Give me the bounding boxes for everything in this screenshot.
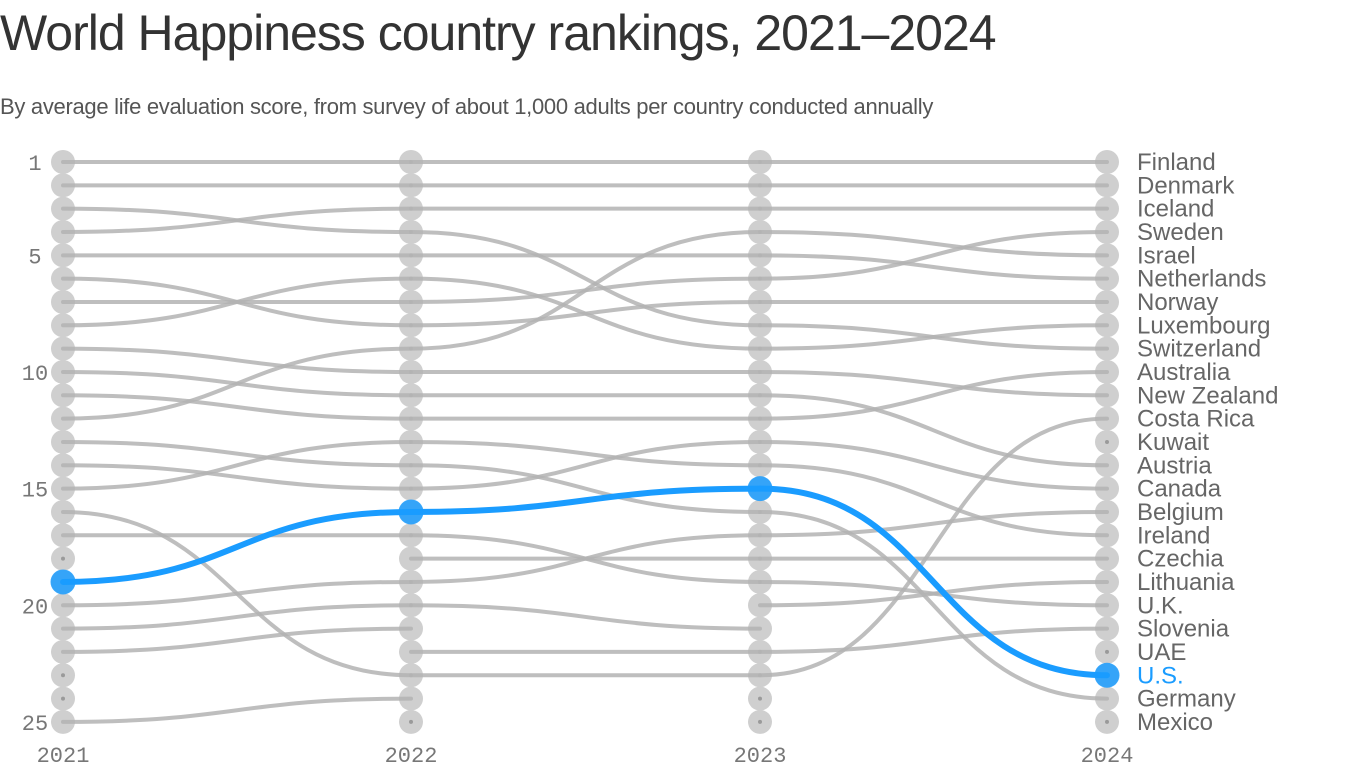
rank-lines bbox=[61, 159, 1109, 724]
rank-line bbox=[409, 299, 762, 328]
country-label: Costa Rica bbox=[1137, 406, 1255, 433]
rank-line bbox=[61, 603, 413, 631]
rank-line bbox=[409, 439, 762, 491]
country-label: New Zealand bbox=[1137, 382, 1278, 409]
country-label: Ireland bbox=[1137, 522, 1210, 549]
rank-line bbox=[61, 696, 413, 724]
rank-line bbox=[61, 439, 413, 468]
country-label: Germany bbox=[1137, 686, 1236, 713]
x-tick-label: 2022 bbox=[385, 744, 438, 768]
country-label: Lithuania bbox=[1137, 569, 1235, 596]
x-tick-label: 2021 bbox=[37, 744, 90, 768]
empty-dot-center bbox=[1105, 649, 1109, 654]
rank-line bbox=[758, 369, 1109, 421]
empty-dot-center bbox=[409, 719, 413, 724]
country-label: Switzerland bbox=[1137, 336, 1261, 363]
empty-dot-center bbox=[61, 556, 65, 561]
x-axis-ticks: 2021 2022 2023 2024 bbox=[37, 744, 1134, 768]
y-tick-label: 20 bbox=[22, 595, 48, 620]
rank-line bbox=[758, 369, 1109, 398]
rank-line bbox=[409, 603, 762, 631]
y-tick-label: 5 bbox=[28, 245, 41, 270]
country-label: Sweden bbox=[1137, 219, 1224, 246]
rank-line bbox=[409, 463, 762, 514]
rank-line bbox=[758, 323, 1109, 351]
us-dot bbox=[50, 569, 76, 595]
country-label: Finland bbox=[1137, 149, 1216, 176]
rank-line bbox=[61, 439, 413, 491]
rank-line bbox=[61, 579, 413, 608]
chart-title: World Happiness country rankings, 2021–2… bbox=[0, 5, 997, 61]
rank-line bbox=[409, 533, 762, 584]
country-label: Luxembourg bbox=[1137, 312, 1270, 339]
country-label: U.K. bbox=[1137, 592, 1184, 619]
rank-line bbox=[758, 253, 1109, 281]
empty-dot-center bbox=[61, 673, 65, 678]
country-label: Slovenia bbox=[1137, 616, 1230, 643]
rank-line bbox=[61, 346, 413, 374]
rank-line bbox=[61, 346, 413, 421]
country-label: Israel bbox=[1137, 242, 1196, 269]
country-label: Australia bbox=[1137, 359, 1231, 386]
y-tick-label: 15 bbox=[22, 479, 48, 504]
rank-line bbox=[409, 229, 762, 328]
rank-line bbox=[758, 509, 1109, 538]
empty-dot-center bbox=[1105, 439, 1109, 444]
country-label: Mexico bbox=[1137, 709, 1213, 736]
rank-line bbox=[758, 416, 1109, 678]
country-label: Belgium bbox=[1137, 499, 1224, 526]
us-line-segment bbox=[408, 485, 763, 515]
empty-dot-center bbox=[758, 719, 762, 724]
us-line-segment bbox=[60, 508, 414, 585]
rank-line bbox=[758, 393, 1109, 468]
rank-line bbox=[409, 439, 762, 468]
rank-line bbox=[61, 206, 413, 234]
rank-line bbox=[409, 229, 762, 351]
y-tick-label: 10 bbox=[22, 362, 48, 387]
us-highlight-line bbox=[50, 476, 1120, 688]
country-label: Kuwait bbox=[1137, 429, 1209, 456]
rank-line bbox=[758, 229, 1109, 281]
x-tick-label: 2023 bbox=[734, 744, 787, 768]
country-label: Iceland bbox=[1137, 196, 1214, 223]
country-label: Canada bbox=[1137, 476, 1222, 503]
country-label: U.S. bbox=[1137, 662, 1184, 689]
country-label: Norway bbox=[1137, 289, 1218, 316]
rank-line bbox=[758, 439, 1109, 491]
us-dot bbox=[1094, 662, 1120, 688]
empty-dot-center bbox=[61, 696, 65, 701]
rank-line bbox=[758, 509, 1109, 701]
country-labels: FinlandDenmarkIcelandSwedenIsraelNetherl… bbox=[1137, 149, 1278, 736]
us-dot bbox=[747, 476, 773, 502]
rank-line bbox=[758, 579, 1109, 608]
country-label: Denmark bbox=[1137, 172, 1235, 199]
rank-line bbox=[758, 463, 1109, 538]
empty-dot-center bbox=[1105, 719, 1109, 724]
rank-line bbox=[61, 393, 413, 421]
y-tick-label: 25 bbox=[22, 712, 48, 737]
us-line-segment bbox=[757, 485, 1110, 679]
country-label: Netherlands bbox=[1137, 266, 1266, 293]
country-label: UAE bbox=[1137, 639, 1186, 666]
us-dot bbox=[398, 499, 424, 525]
empty-dot-center bbox=[758, 696, 762, 701]
x-tick-label: 2024 bbox=[1081, 744, 1134, 768]
country-label: Czechia bbox=[1137, 546, 1224, 573]
country-label: Austria bbox=[1137, 452, 1212, 479]
chart-subtitle: By average life evaluation score, from s… bbox=[0, 94, 934, 119]
rank-line bbox=[758, 626, 1109, 654]
rank-line bbox=[61, 276, 413, 328]
rank-line bbox=[61, 626, 413, 654]
rank-line bbox=[61, 463, 413, 491]
y-tick-label: 1 bbox=[28, 152, 41, 177]
rank-line bbox=[758, 229, 1109, 258]
